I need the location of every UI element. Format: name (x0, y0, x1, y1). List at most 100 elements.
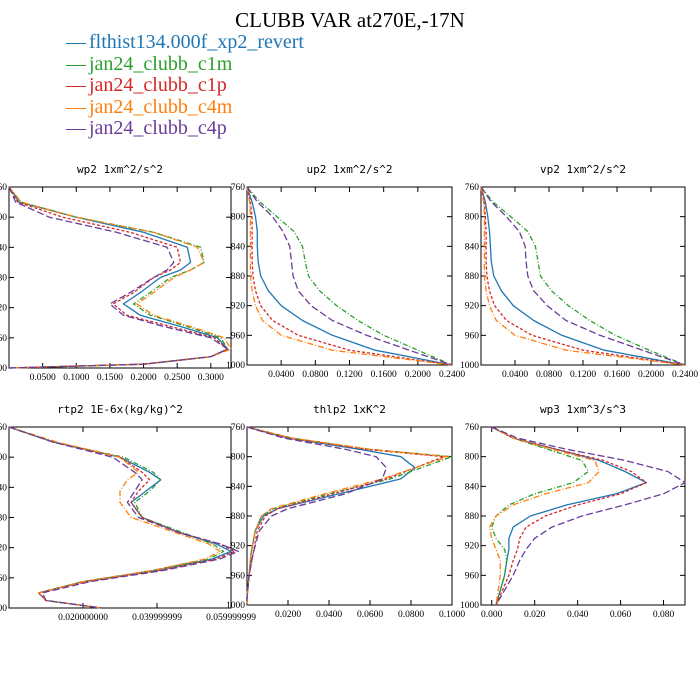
y-tick-label: 960 (231, 331, 246, 341)
x-tick-label: 0.059999999 (206, 613, 256, 623)
y-tick-label: 1000 (460, 601, 479, 611)
y-tick-label: 880 (0, 514, 7, 524)
series-line (246, 186, 453, 366)
y-tick-label: 960 (0, 574, 7, 584)
x-tick-label: 0.0400 (502, 370, 528, 380)
series-line (491, 426, 590, 606)
series-line (8, 186, 229, 369)
series-line (246, 186, 453, 366)
panel-title: thlp2 1xK^2 (313, 403, 386, 416)
panel-title: wp2 1xm^2/s^2 (77, 163, 163, 176)
x-tick-label: 0.2400 (672, 370, 698, 380)
series-line (8, 426, 232, 609)
panel-title: wp3 1xm^3/s^3 (540, 403, 626, 416)
y-tick-label: 840 (465, 242, 480, 252)
series-line (8, 426, 236, 609)
series-line (8, 426, 221, 609)
y-tick-label: 800 (0, 453, 7, 463)
y-tick-label: 800 (465, 453, 480, 463)
y-tick-label: 1000 (460, 361, 479, 371)
y-tick-label: 760 (231, 183, 246, 193)
x-tick-label: 0.0200 (275, 610, 301, 620)
x-tick-label: 0.039999999 (132, 613, 182, 623)
x-tick-label: 0.0400 (268, 370, 294, 380)
y-tick-label: 920 (0, 544, 7, 554)
y-tick-label: 880 (0, 274, 7, 284)
y-tick-label: 920 (0, 304, 7, 314)
y-tick-label: 920 (465, 302, 480, 312)
legend-label: jan24_clubb_c4p (89, 117, 227, 139)
series-line (480, 186, 686, 366)
legend: — flthist134.000f_xp2_revert — jan24_clubb… (66, 31, 304, 140)
y-tick-label: 760 (0, 183, 7, 193)
y-tick-label: 800 (0, 213, 7, 223)
series-line (491, 426, 647, 606)
plot-frame (246, 186, 453, 366)
legend-line-icon: — (66, 31, 86, 53)
y-tick-label: 800 (231, 453, 246, 463)
y-tick-label: 840 (231, 242, 246, 252)
y-tick-label: 760 (465, 423, 480, 433)
legend-label: jan24_clubb_c1m (89, 52, 233, 75)
y-tick-label: 800 (465, 213, 480, 223)
series-line (246, 426, 449, 605)
x-tick-label: 0.1500 (97, 373, 123, 383)
series-line (8, 426, 240, 609)
legend-item: — jan24_clubb_c4p (66, 117, 304, 140)
x-tick-label: 0.1000 (439, 610, 465, 620)
series-line (246, 426, 453, 605)
y-tick-label: 840 (0, 483, 7, 493)
chart-title: CLUBB VAR at270E,-17N (235, 8, 465, 32)
x-tick-label: 0.020000000 (58, 613, 108, 623)
legend-line-icon: — (66, 52, 86, 75)
y-tick-label: 1000 (226, 601, 245, 611)
series-line (246, 426, 445, 605)
y-tick-label: 760 (465, 183, 480, 193)
legend-line-icon: — (66, 95, 86, 118)
series-line (8, 186, 232, 369)
y-tick-label: 880 (231, 272, 246, 282)
series-line (8, 186, 229, 369)
y-tick-label: 920 (231, 302, 246, 312)
y-tick-label: 840 (0, 243, 7, 253)
series-line (246, 186, 453, 366)
y-tick-label: 840 (231, 482, 246, 492)
series-line (246, 186, 453, 366)
x-tick-label: 0.040 (567, 610, 589, 620)
legend-item: — jan24_clubb_c4m (66, 95, 304, 119)
x-tick-label: 0.000 (481, 610, 503, 620)
y-tick-label: 920 (231, 542, 246, 552)
series-line (480, 186, 686, 366)
y-tick-label: 960 (231, 571, 246, 581)
y-tick-label: 920 (465, 542, 480, 552)
legend-label: flthist134.000f_xp2_revert (89, 31, 304, 53)
y-tick-label: 760 (0, 423, 7, 433)
x-tick-label: 0.0800 (302, 370, 328, 380)
y-tick-label: 880 (465, 512, 480, 522)
x-tick-label: 0.2400 (439, 370, 465, 380)
x-tick-label: 0.0500 (30, 373, 56, 383)
legend-label: jan24_clubb_c1p (89, 74, 227, 96)
x-tick-label: 0.1200 (570, 370, 596, 380)
series-line (480, 186, 686, 366)
x-tick-label: 0.060 (610, 610, 632, 620)
legend-item: — jan24_clubb_c1p (66, 74, 304, 97)
series-line (480, 186, 686, 366)
y-tick-label: 840 (465, 482, 480, 492)
legend-item: — jan24_clubb_c1m (66, 52, 304, 76)
plot-frame (8, 426, 232, 609)
y-tick-label: 880 (465, 272, 480, 282)
x-tick-label: 0.2000 (130, 373, 156, 383)
series-line (488, 426, 600, 606)
y-tick-label: 880 (231, 512, 246, 522)
series-line (246, 186, 453, 366)
plot-frame (480, 186, 686, 366)
series-line (8, 186, 229, 369)
y-tick-label: 1000 (0, 364, 7, 374)
x-tick-label: 0.1600 (604, 370, 630, 380)
series-line (8, 426, 225, 609)
x-tick-label: 0.1600 (371, 370, 397, 380)
series-line (246, 426, 388, 605)
y-tick-label: 800 (231, 213, 246, 223)
